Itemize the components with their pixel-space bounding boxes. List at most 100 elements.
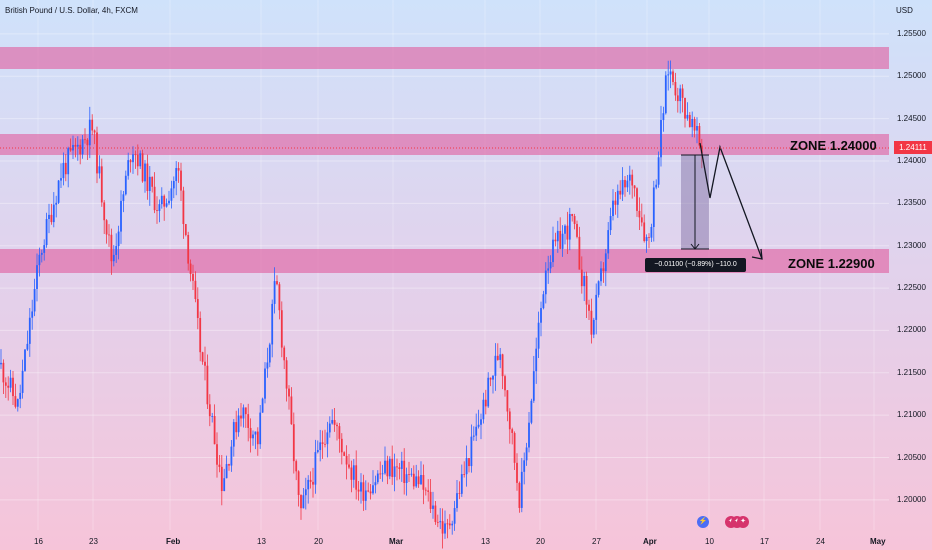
candle-body [74,144,77,147]
candle-body [650,227,653,238]
candle-body [588,304,590,311]
candle-body [352,465,355,480]
candle-body [492,375,494,380]
candle-body [542,294,545,309]
candle-body [427,490,430,492]
candle-body [163,195,166,207]
candle-body [4,382,7,386]
candle-body [628,174,631,181]
candle-body [165,203,168,207]
candle-body [84,139,86,141]
zone-lower-label[interactable]: ZONE 1.22900 [788,256,875,271]
candle-body [367,490,370,492]
candle-body [597,281,600,295]
measure-badge: −0.01100 (−0.89%) −110.0 [645,258,746,272]
price-tick-label: 1.21000 [897,410,926,420]
candle-body [328,423,331,433]
candle-body [182,190,185,225]
candle-body [590,310,593,335]
projection-path[interactable] [699,142,763,260]
candle-body [494,355,497,376]
zone-lower-band[interactable] [0,249,889,273]
zone-top-band[interactable] [0,47,889,69]
candle-body [187,234,190,264]
candle-body [684,97,686,119]
lightning-icon[interactable]: ⚡ [697,516,709,528]
candle-body [696,126,698,131]
candle-body [314,452,317,485]
candle-body [564,225,566,234]
candle-body [172,181,175,189]
candle-body [376,473,379,483]
candle-body [568,214,571,240]
candle-body [2,362,5,383]
candle-body [640,217,643,223]
candle-body [230,446,233,466]
candles [0,60,703,549]
candle-body [204,361,206,366]
candle-body [312,481,314,485]
date-tick-label: 17 [760,537,769,546]
zone-upper-band[interactable] [0,134,889,155]
candle-body [244,407,247,415]
candle-body [122,194,125,201]
candle-body [156,210,158,212]
candle-body [136,154,139,167]
candle-body [693,118,696,131]
candle-body [408,474,410,476]
candle-body [540,308,542,323]
price-tick-label: 1.23500 [897,198,926,208]
candle-body [472,435,475,437]
candle-body [208,404,211,417]
candle-body [12,377,14,397]
candle-body [194,280,197,300]
candle-body [345,455,348,465]
candle-body [223,478,226,492]
candle-body [369,491,372,494]
candle-body [595,294,598,320]
candle-body [285,360,288,389]
candle-body [679,88,682,102]
price-tick-label: 1.25500 [897,28,926,38]
candle-body [105,220,108,235]
us-flag-icon[interactable]: ✦ [737,516,749,528]
candle-body [501,354,504,377]
candle-body [324,443,326,445]
candle-body [307,479,310,490]
candle-body [235,422,238,433]
candle-body [280,310,283,348]
candle-body [484,399,487,407]
candle-body [554,239,557,242]
date-tick-label: 20 [536,537,545,546]
candle-body [552,239,554,263]
candle-body [110,234,113,262]
candle-body [580,269,583,287]
candle-body [33,288,36,312]
candle-body [261,398,264,413]
candle-body [264,368,266,399]
candle-body [340,438,343,453]
candle-body [530,400,533,423]
candle-body [400,460,403,469]
candle-body [398,467,401,469]
candle-body [698,126,701,146]
candle-body [319,442,322,451]
zone-upper-label[interactable]: ZONE 1.24000 [790,138,877,153]
drawings[interactable] [681,142,763,260]
candle-body [403,460,406,483]
candle-body [48,214,50,220]
candle-body [175,168,178,182]
candle-body [578,236,581,270]
candle-body [52,204,55,223]
candle-body [410,473,413,475]
candle-body [271,303,274,345]
candle-body [14,396,17,407]
candle-body [132,154,134,163]
candle-body [446,523,449,525]
candle-body [544,270,547,295]
candle-body [96,132,98,174]
current-price-badge[interactable]: 1.24111 [894,141,932,154]
candle-body [24,349,26,371]
